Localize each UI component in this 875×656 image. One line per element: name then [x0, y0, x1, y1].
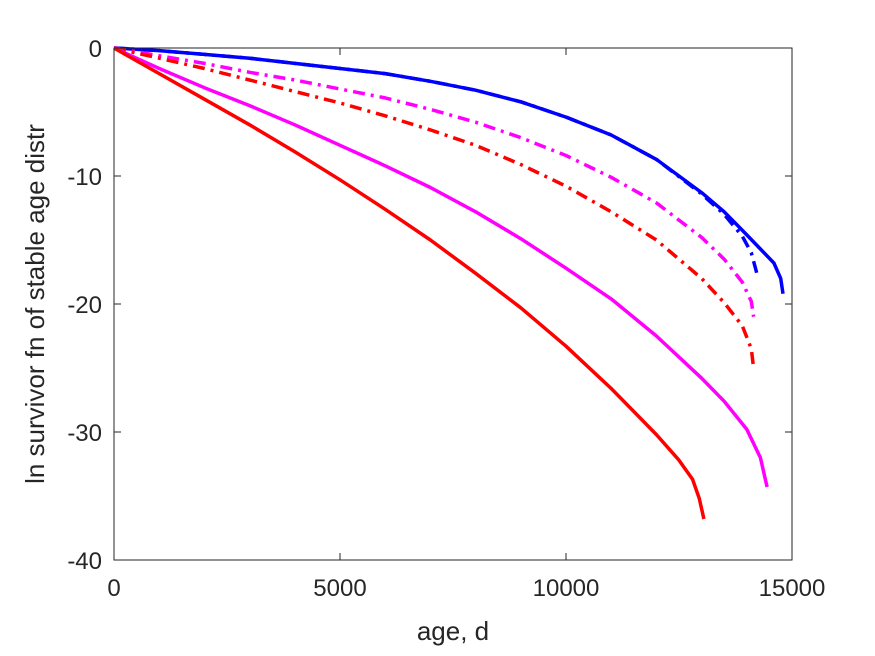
y-tick-label: -40 [67, 548, 102, 575]
x-axis-label: age, d [417, 616, 489, 646]
y-tick-label: -10 [67, 164, 102, 191]
y-axis-label: ln survivor fn of stable age distr [20, 124, 50, 484]
x-tick-label: 0 [107, 575, 120, 602]
x-tick-label: 10000 [533, 575, 600, 602]
plot-lines [113, 46, 785, 520]
y-tick-label: 0 [89, 36, 102, 63]
axis-ticks: 0 5000 10000 15000 -40 -30 -20 -10 0 [67, 36, 825, 602]
series-line-2 [113, 46, 760, 279]
y-tick-label: -30 [67, 420, 102, 447]
plot-frame [113, 47, 793, 561]
series-line-5 [113, 46, 769, 488]
x-tick-label: 5000 [313, 575, 366, 602]
y-tick-label: -20 [67, 292, 102, 319]
series-line-4 [113, 46, 756, 369]
series-line-1 [113, 46, 785, 295]
x-tick-label: 15000 [759, 575, 826, 602]
series-line-6 [113, 46, 706, 520]
